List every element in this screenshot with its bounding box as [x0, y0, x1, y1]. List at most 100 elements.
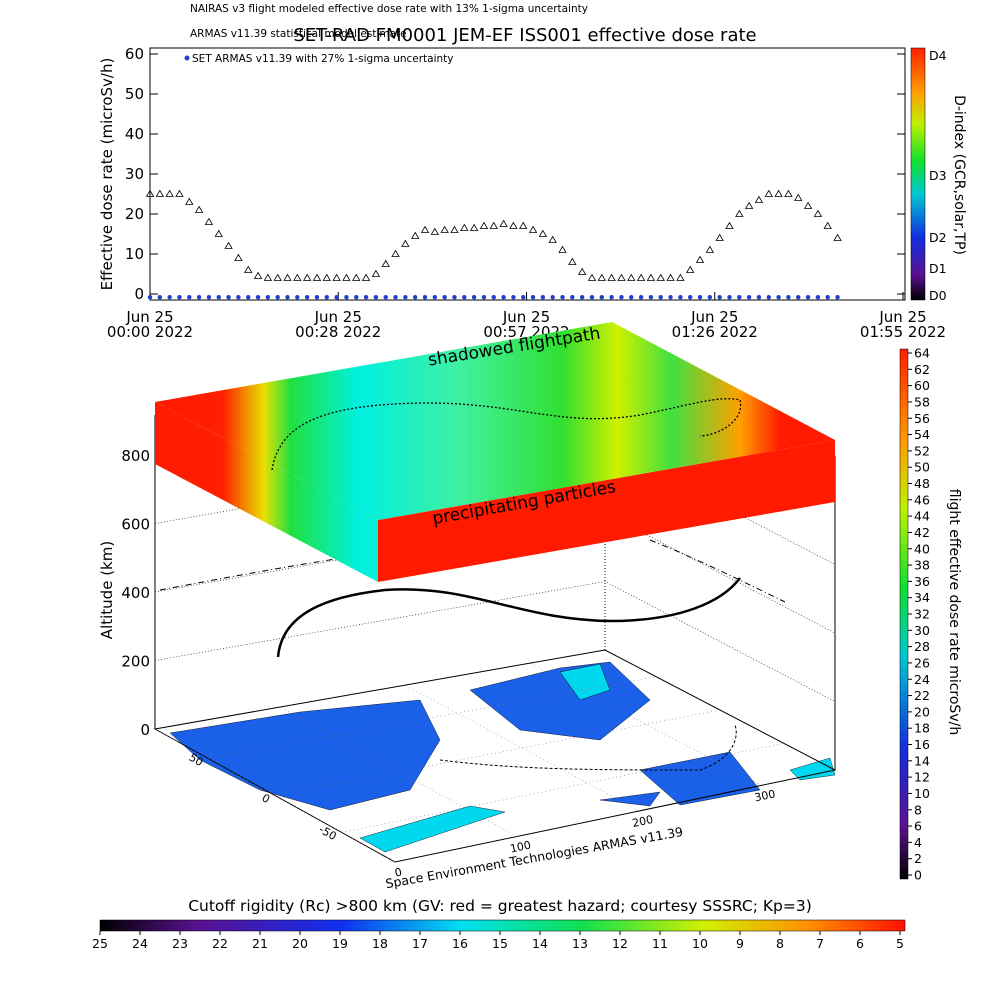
y-tick-label: 0 — [134, 285, 144, 303]
triangle-marker — [302, 273, 312, 281]
colorbar-tick-label: 64 — [914, 346, 930, 361]
dose-point — [187, 295, 192, 300]
triangle-marker — [823, 221, 832, 229]
dose-point — [619, 295, 624, 300]
dose-point — [324, 295, 329, 300]
colorbar — [899, 348, 909, 880]
colorbar-tick-label: 25 — [92, 936, 108, 951]
triangle-marker — [155, 189, 165, 197]
dose-point — [334, 295, 339, 300]
triangle-marker — [813, 209, 823, 217]
slab-front — [155, 402, 378, 582]
triangle-marker — [361, 273, 371, 281]
triangle-marker — [577, 267, 587, 275]
triangle-marker — [410, 231, 420, 239]
triangle-marker — [460, 223, 469, 231]
dose-point — [746, 295, 752, 300]
y-tick-label: 30 — [125, 165, 144, 183]
triangle-marker — [636, 273, 646, 281]
dose-point — [786, 295, 791, 300]
colorbar-tick-label: 20 — [914, 704, 930, 719]
triangle-marker — [627, 273, 636, 281]
dose-point — [412, 295, 418, 300]
colorbar-tick-label: 4 — [914, 835, 922, 850]
lon-tick-label: 300 — [753, 787, 776, 804]
triangle-marker — [519, 221, 528, 229]
triangle-marker — [617, 273, 626, 281]
x-tick-label: Jun 25 00:00 2022 — [107, 308, 193, 341]
triangle-marker — [479, 221, 489, 229]
colorbar-tick-label: 9 — [736, 936, 744, 951]
text-line: 01:26 2022 — [672, 323, 758, 341]
triangle-marker — [725, 221, 734, 229]
triangle-marker — [234, 253, 243, 261]
dose-point — [678, 295, 683, 300]
triangle-marker — [764, 189, 773, 197]
colorbar-tick-label: 32 — [914, 607, 930, 622]
dose-point — [550, 295, 555, 300]
colorbar-tick-label: 16 — [452, 936, 468, 951]
colorbar-tick-label: 26 — [914, 655, 930, 670]
lon-tick-label: 0 — [393, 865, 403, 879]
triangle-marker — [175, 189, 184, 197]
text-line: Jun 25 — [314, 308, 362, 326]
dose-point — [756, 295, 762, 300]
triangle-marker — [685, 265, 695, 273]
colorbar-tick-label: 20 — [292, 936, 308, 951]
dose-point — [717, 295, 722, 300]
dose-point — [373, 295, 379, 300]
text-line: Jun 25 — [502, 308, 550, 326]
colorbar-tick-label: 36 — [914, 574, 930, 589]
triangle-marker — [185, 197, 194, 205]
dose-point — [403, 295, 408, 300]
z-tick-label: 600 — [121, 516, 150, 534]
dose-point — [442, 295, 447, 300]
dose-point — [687, 295, 693, 300]
dose-point — [648, 295, 654, 300]
triangle-marker — [558, 245, 567, 253]
colorbar-tick-label: 13 — [572, 936, 588, 951]
colorbar-tick-label: D1 — [929, 261, 947, 276]
triangle-marker — [214, 229, 223, 237]
colorbar-tick-label: 24 — [132, 936, 148, 951]
triangle-marker — [676, 273, 685, 281]
triangle-marker — [145, 189, 155, 197]
y-tick-label: 60 — [125, 45, 144, 63]
triangle-marker — [499, 219, 508, 227]
text-line: Jun 25 — [690, 308, 738, 326]
flight-path — [276, 577, 741, 658]
triangle-marker — [656, 273, 665, 281]
dose-point — [422, 295, 428, 300]
colorbar-tick-label: 5 — [896, 936, 904, 951]
legend-marker — [184, 55, 190, 61]
legend-entry: NAIRAS v3 flight modeled effective dose … — [190, 3, 588, 15]
landmass — [789, 757, 836, 781]
dose-point — [304, 295, 310, 300]
triangle-marker — [263, 273, 273, 281]
x-tick-label: Jun 25 00:28 2022 — [295, 308, 381, 341]
dose-point — [363, 295, 369, 300]
colorbar-tick-label: D3 — [929, 168, 947, 183]
triangle-marker — [469, 223, 479, 231]
colorbar-tick-label: 18 — [372, 936, 388, 951]
colorbar-tick-label: 18 — [914, 721, 930, 736]
colorbar-tick-label: 44 — [914, 509, 930, 524]
text-line: Jun 25 — [125, 308, 173, 326]
ground-track — [439, 724, 737, 771]
colorbar-tick-label: 46 — [914, 492, 930, 507]
colorbar-tick-label: 52 — [914, 443, 930, 458]
colorbar-tick-label: 60 — [914, 378, 930, 393]
dose-point — [265, 295, 271, 300]
dose-point — [579, 295, 585, 300]
triangle-marker — [735, 209, 744, 217]
dose-point — [314, 295, 320, 300]
dose-point — [471, 295, 477, 300]
colorbar-tick-label: 14 — [914, 753, 930, 768]
colorbar-tick-label: 17 — [412, 936, 428, 951]
dose-point — [727, 295, 732, 300]
colorbar-tick-label: 8 — [914, 802, 922, 817]
dose-point — [147, 295, 153, 300]
colorbar-tick-label: 21 — [252, 936, 268, 951]
triangle-marker — [381, 259, 390, 267]
dose-point — [629, 295, 634, 300]
